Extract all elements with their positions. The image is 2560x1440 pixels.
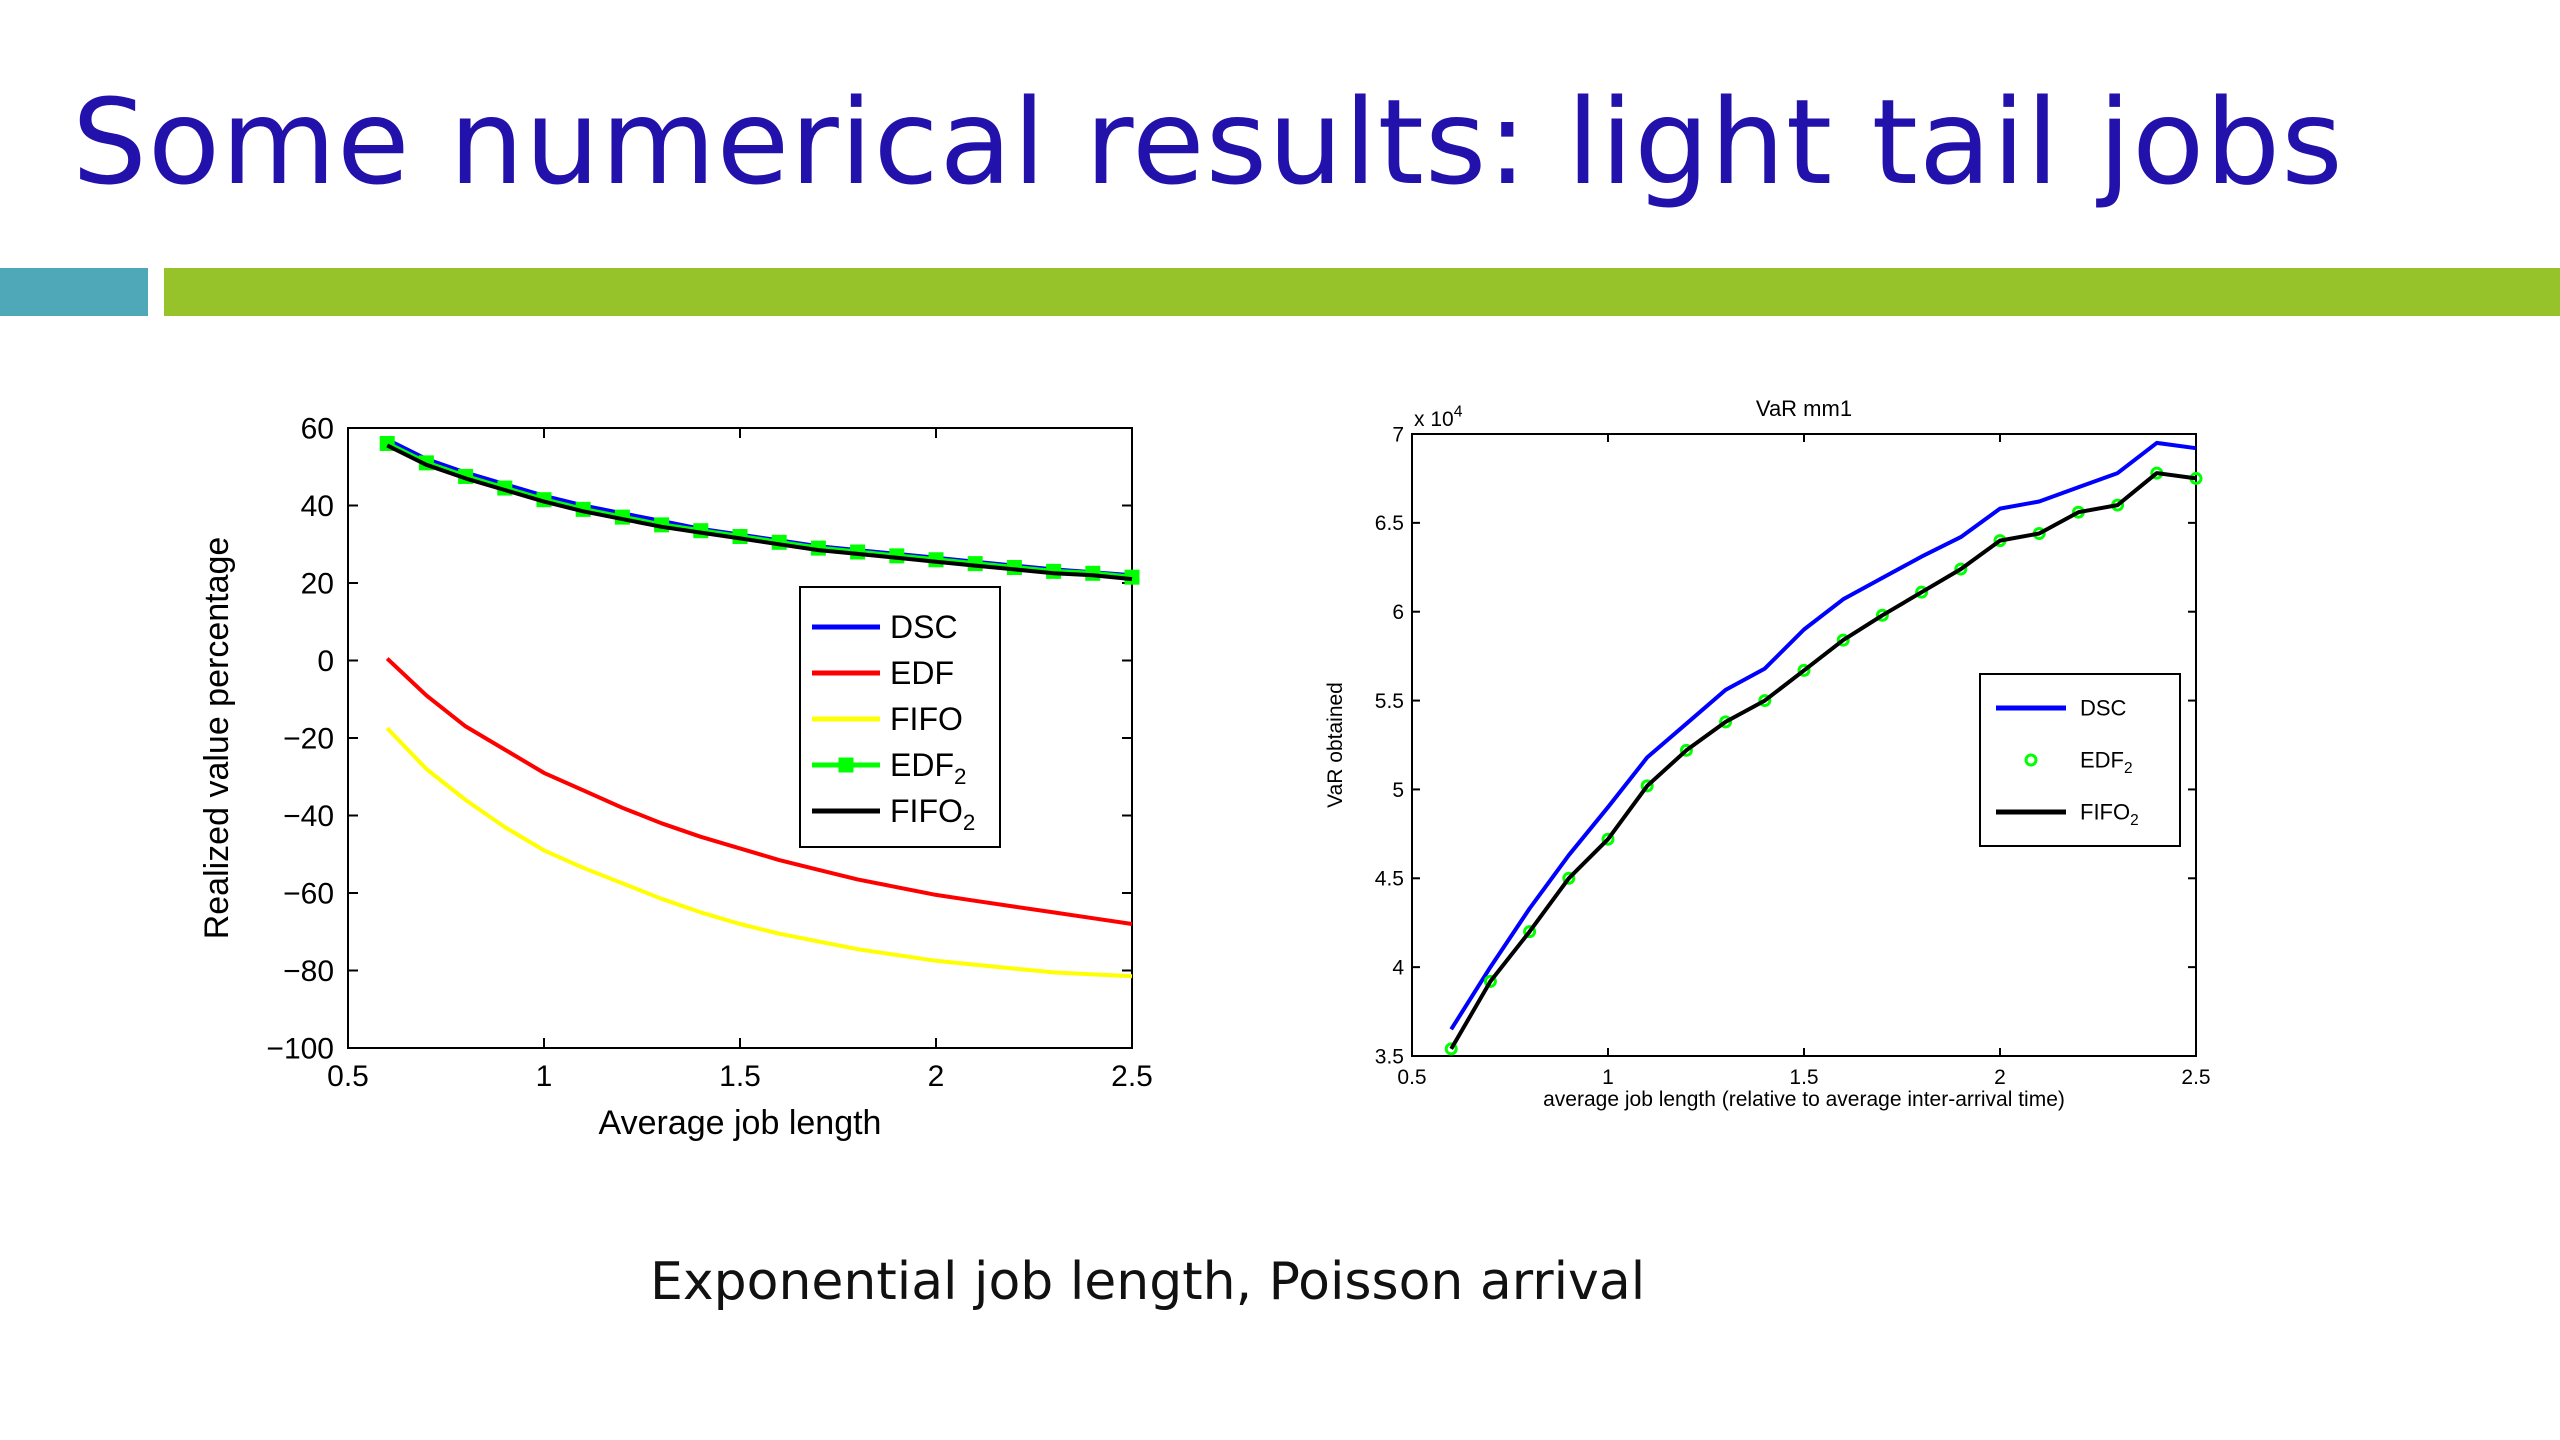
x-tick-label: 0.5 [1397,1066,1426,1089]
accent-bar-right [164,268,2560,316]
series-line-dsc [1449,440,2197,1031]
x-tick-label: 2 [928,1060,945,1093]
data-point [1444,1042,1458,1056]
series-line-edf [385,657,1133,926]
y-multiplier-label: x 104 [1414,404,1463,431]
y-tick-label: 20 [301,568,334,601]
series-line-fifo2 [1449,471,2197,1050]
data-point [1562,871,1576,885]
legend-label: EDF2 [2080,748,2133,777]
chart-title: VaR mm1 [1756,396,1852,421]
data-point [1601,832,1615,846]
x-tick-label: 1.5 [719,1060,761,1093]
y-tick-label: 0 [317,645,334,678]
series-line-dsc [386,437,1133,578]
legend-label: EDF [890,655,954,691]
plot-frame [347,427,1133,1049]
legend-label: DSC [890,609,958,645]
data-point [1915,585,1929,599]
slide-title: Some numerical results: light tail jobs [72,73,2344,211]
y-axis-label: Realized value percentage [198,537,236,940]
data-point [1719,715,1733,729]
x-axis-label: Average job length [599,1104,882,1142]
legend-marker [838,757,854,773]
legend-label: EDF2 [890,747,966,789]
data-point [1483,974,1497,988]
legend-marker [2024,753,2038,767]
y-tick-label: 4 [1392,956,1404,979]
y-axis-label: VaR obtained [1324,682,1347,808]
y-tick-label: 60 [301,413,334,446]
x-tick-label: 1 [536,1060,553,1093]
y-tick-label: 6.5 [1375,512,1404,535]
x-tick-label: 2.5 [1111,1060,1153,1093]
x-tick-label: 2.5 [2181,1066,2210,1089]
x-axis-label: average job length (relative to average … [1543,1088,2065,1111]
y-tick-label: 5.5 [1375,690,1404,713]
data-point [1954,562,1968,576]
y-tick-label: −100 [266,1033,334,1066]
y-tick-label: 3.5 [1375,1045,1404,1068]
y-tick-label: −40 [283,800,334,833]
data-point [1758,694,1772,708]
y-tick-label: −20 [283,723,334,756]
var-mm1-chart: 0.5 1 1.5 2 2.5 7 6.5 6 5.5 5 4.5 4 3.5 VaR mm1 averag… [1324,396,2211,1111]
realized-value-chart: 0.5 1 1.5 2 2.5 60 40 20 0 −20 −40 −60 −80 −100 Averag… [198,413,1153,1143]
y-tick-label: 40 [301,490,334,523]
y-tick-label: 7 [1392,423,1404,446]
data-point [1875,608,1889,622]
series-line-fifo [385,726,1133,979]
legend-label: FIFO2 [890,793,975,835]
data-point [1836,633,1850,647]
y-tick-label: 4.5 [1375,868,1404,891]
legend-label: FIFO [890,701,963,737]
y-tick-label: 6 [1392,601,1404,624]
y-tick-label: 5 [1392,779,1404,802]
x-tick-label: 1.5 [1789,1066,1818,1089]
data-point [1640,779,1654,793]
series-line-fifo2 [386,443,1133,582]
x-tick-label: 2 [1994,1066,2006,1089]
series-line-edf2 [386,441,1133,580]
y-tick-label: −60 [283,878,334,911]
x-tick-label: 0.5 [327,1060,369,1093]
slide-caption: Exponential job length, Poisson arrival [650,1252,1646,1312]
y-tick-label: −80 [283,955,334,988]
legend-label: DSC [2080,696,2127,721]
data-point [1797,663,1811,677]
x-tick-label: 1 [1602,1066,1614,1089]
data-point [1679,743,1693,757]
accent-bar-left [0,268,148,316]
legend-label: FIFO2 [2080,800,2139,829]
data-point [1523,925,1537,939]
legend-box [1979,673,2181,847]
